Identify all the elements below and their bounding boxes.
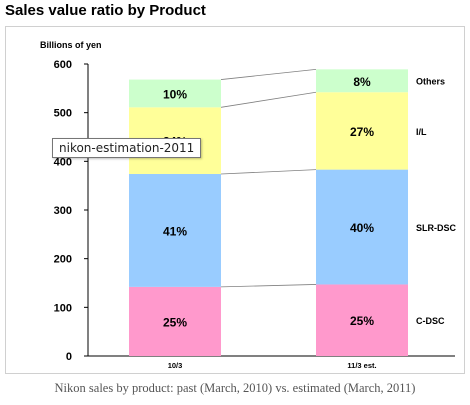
chart-frame bbox=[5, 26, 465, 374]
y-tick-label: 0 bbox=[66, 351, 72, 363]
bar-segment-slr-dsc bbox=[129, 173, 221, 287]
y-tick-label: 300 bbox=[54, 205, 72, 217]
bar-segment-i-l bbox=[316, 92, 408, 170]
series-connector-line bbox=[220, 91, 317, 108]
bar-segment-others bbox=[316, 69, 408, 93]
y-tick-label: 500 bbox=[54, 108, 72, 120]
chart-title: Sales value ratio by Product bbox=[5, 2, 206, 19]
data-label: 41% bbox=[163, 224, 187, 238]
stacked-bar-chart: Billions of yen 0 100 200 300 400 500 600 25% 41%… bbox=[40, 40, 456, 370]
series-connector-line bbox=[220, 169, 317, 175]
data-label: 25% bbox=[163, 315, 187, 329]
bar-segment-c-dsc bbox=[129, 286, 221, 356]
legend-label: Others bbox=[416, 76, 445, 86]
legend-label: I/L bbox=[416, 127, 427, 137]
series-connector-line bbox=[220, 68, 317, 80]
bar-segment-slr-dsc bbox=[316, 169, 408, 285]
bar-segment-c-dsc bbox=[316, 284, 408, 356]
data-label: 25% bbox=[350, 314, 374, 328]
bar-segment-others bbox=[129, 79, 221, 108]
y-tick-label: 100 bbox=[54, 302, 72, 314]
data-label: 40% bbox=[350, 221, 374, 235]
data-label: 8% bbox=[353, 75, 371, 89]
image-caption: Nikon sales by product: past (March, 201… bbox=[54, 381, 416, 395]
y-tick-label: 600 bbox=[54, 59, 72, 71]
series-connector-line bbox=[220, 284, 317, 288]
legend-label: C-DSC bbox=[416, 316, 445, 326]
x-tick-label: 10/3 bbox=[168, 361, 183, 370]
data-label: 10% bbox=[163, 87, 187, 101]
image-tooltip: nikon-estimation-2011 bbox=[52, 138, 202, 158]
y-tick-label: 400 bbox=[54, 156, 72, 168]
data-label: 27% bbox=[350, 125, 374, 139]
x-tick-label: 11/3 est. bbox=[347, 361, 376, 370]
y-tick-label: 200 bbox=[54, 254, 72, 266]
legend-label: SLR-DSC bbox=[416, 223, 456, 233]
y-axis-label: Billions of yen bbox=[40, 40, 102, 50]
